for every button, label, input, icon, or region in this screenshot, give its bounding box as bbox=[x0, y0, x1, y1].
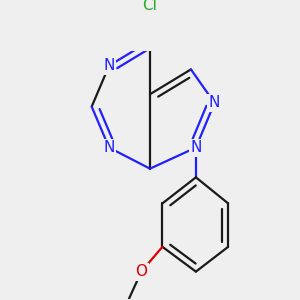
Text: O: O bbox=[135, 264, 147, 279]
Text: N: N bbox=[103, 58, 115, 73]
Text: Cl: Cl bbox=[142, 0, 158, 13]
Text: N: N bbox=[103, 140, 115, 155]
Text: N: N bbox=[190, 140, 202, 155]
Text: N: N bbox=[209, 95, 220, 110]
